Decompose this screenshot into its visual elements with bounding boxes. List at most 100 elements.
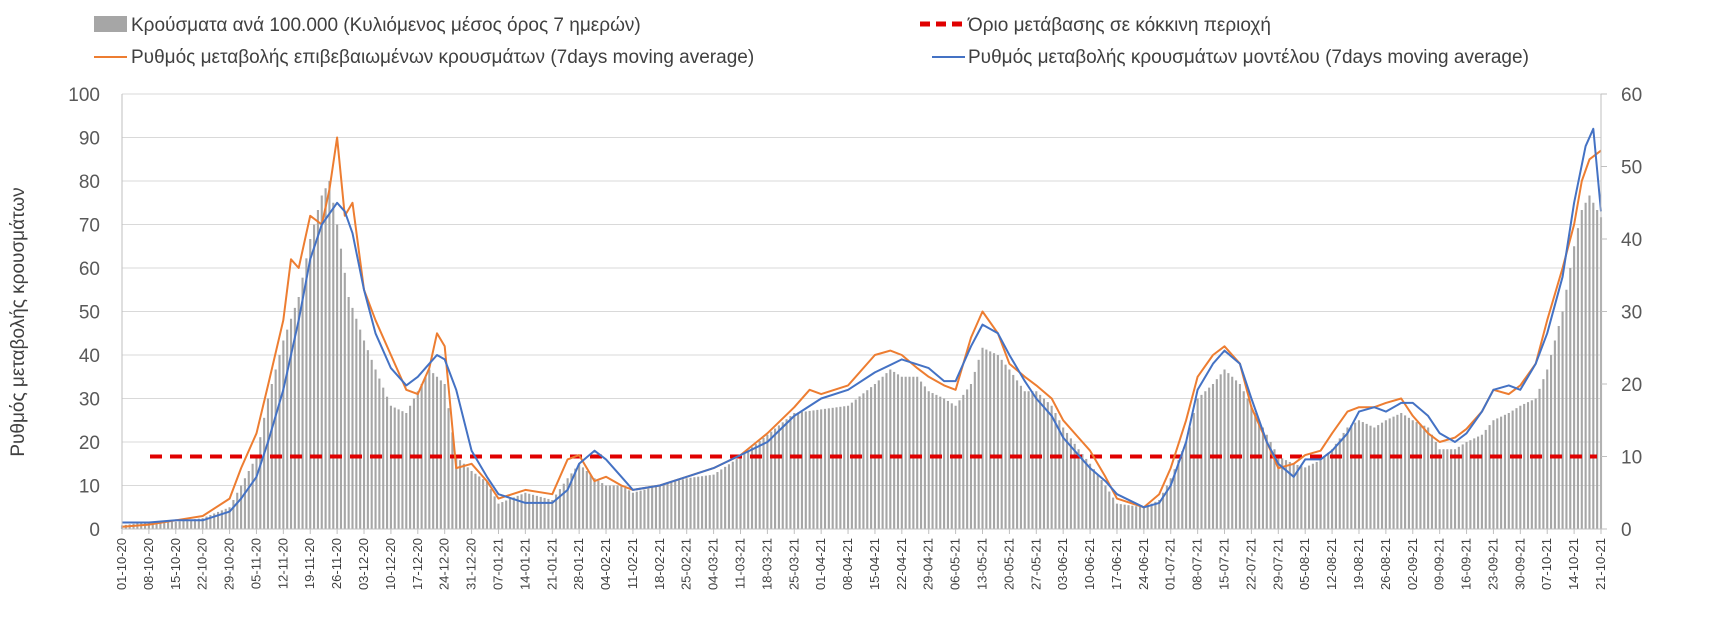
bar <box>1123 504 1126 529</box>
x-tick-label: 05-11-20 <box>248 538 263 589</box>
bar <box>1450 449 1453 529</box>
bar <box>1434 442 1437 529</box>
bar <box>1100 480 1103 529</box>
bar <box>1269 442 1272 529</box>
bar <box>447 408 450 529</box>
bar <box>789 416 792 529</box>
bar <box>1461 444 1464 529</box>
y-tick-label: 50 <box>79 303 100 324</box>
y-tick-label: 20 <box>79 433 100 454</box>
bar <box>1311 463 1314 529</box>
bar <box>1534 398 1537 529</box>
bar <box>766 434 769 529</box>
bar <box>1127 505 1130 529</box>
bar <box>720 469 723 529</box>
bar <box>1138 506 1142 529</box>
bar <box>1192 413 1195 529</box>
bar <box>228 507 231 529</box>
bar <box>520 494 523 529</box>
bar <box>900 376 903 529</box>
bar <box>220 510 223 529</box>
bar <box>1073 443 1076 529</box>
bar <box>309 239 312 529</box>
y2-tick-label: 10 <box>1621 448 1642 469</box>
bar <box>758 440 761 529</box>
x-tick-label: 14-01-21 <box>517 538 532 590</box>
bar <box>1281 458 1284 529</box>
y2-tick-label: 40 <box>1621 230 1642 251</box>
bar <box>482 479 485 529</box>
bar <box>654 486 658 529</box>
x-tick-label: 31-12-20 <box>464 538 479 590</box>
bar <box>362 340 366 529</box>
bar <box>259 437 262 529</box>
bar <box>501 502 504 529</box>
bar <box>635 491 638 529</box>
bar <box>1304 467 1307 529</box>
x-tick-label: 26-11-20 <box>329 538 344 589</box>
bar <box>1415 422 1418 529</box>
bar <box>1173 469 1176 529</box>
bar <box>943 398 946 529</box>
bar <box>274 369 277 529</box>
bar <box>370 359 373 529</box>
bar <box>992 353 996 529</box>
bar <box>950 403 953 529</box>
bar <box>1181 451 1184 529</box>
x-tick-label: 09-09-21 <box>1432 538 1447 590</box>
bar <box>812 410 815 529</box>
bar <box>1546 369 1549 529</box>
bar <box>1215 379 1218 529</box>
bar <box>428 369 431 529</box>
bar <box>1550 355 1553 529</box>
bar <box>966 389 969 529</box>
bar <box>424 376 427 529</box>
bar <box>670 482 673 529</box>
bar <box>1576 228 1580 529</box>
bar <box>904 376 907 529</box>
bar <box>1515 408 1518 529</box>
bar <box>931 393 934 529</box>
y-tick-label: 0 <box>89 520 100 541</box>
bar <box>939 396 942 529</box>
bar <box>1081 454 1084 529</box>
bar <box>1511 410 1514 529</box>
x-tick-label: 18-03-21 <box>759 538 774 590</box>
x-tick-label: 06-05-21 <box>948 538 963 590</box>
bar <box>378 378 381 529</box>
bar <box>616 485 619 529</box>
x-tick-label: 18-02-21 <box>652 538 667 590</box>
bar <box>846 405 850 529</box>
bar <box>355 318 358 529</box>
bar <box>1315 461 1318 529</box>
bar <box>389 405 392 529</box>
x-tick-label: 07-01-21 <box>490 538 505 590</box>
bar <box>989 351 992 529</box>
bar <box>1357 420 1361 529</box>
bar <box>1369 425 1372 529</box>
bar <box>823 408 827 529</box>
x-tick-label: 05-08-21 <box>1297 538 1312 590</box>
y2-tick-label: 20 <box>1621 375 1642 396</box>
x-tick-label: 11-02-21 <box>625 538 640 589</box>
bar <box>712 474 715 529</box>
bar <box>1284 460 1288 529</box>
x-tick-label: 30-09-21 <box>1512 538 1527 590</box>
bar <box>347 297 350 529</box>
x-tick-label: 01-10-20 <box>114 538 129 590</box>
bar <box>1154 501 1157 529</box>
bar <box>313 224 316 529</box>
bar <box>1553 340 1556 529</box>
bar <box>320 195 323 529</box>
bar <box>1031 391 1034 529</box>
bar <box>985 349 988 529</box>
bar <box>1142 507 1145 529</box>
bar <box>1042 398 1046 529</box>
bar <box>566 478 569 529</box>
bar <box>339 248 343 529</box>
bar <box>797 412 800 529</box>
x-axis-ticks: 01-10-20 08-10-20 15-10-20 22-10-20 29-10-20… <box>114 529 1608 590</box>
bar <box>1361 422 1364 529</box>
